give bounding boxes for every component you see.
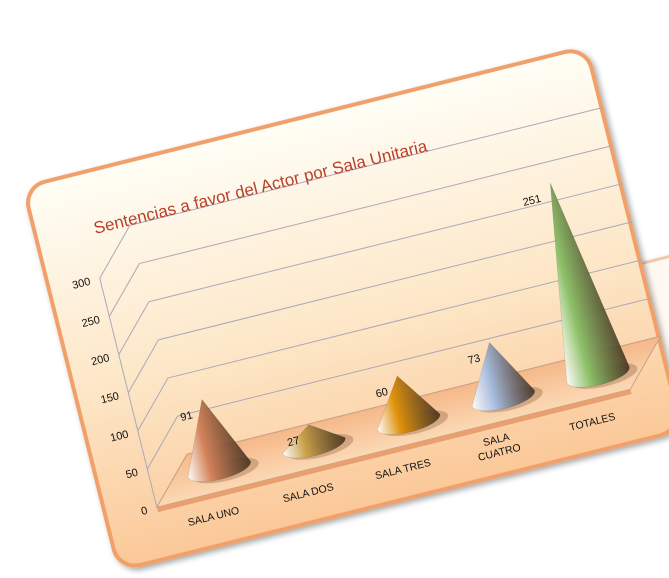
floor-edge (156, 389, 632, 513)
y-axis-ticks: 0 50 100 150 200 250 300 (71, 276, 149, 518)
cone-body (377, 375, 441, 435)
gridline-depth (108, 263, 140, 317)
data-label: 60 (375, 386, 390, 401)
y-tick-label: 200 (90, 352, 111, 368)
data-label: 91 (179, 409, 194, 424)
cone-bar: 27 (282, 424, 354, 460)
data-label: 73 (467, 352, 482, 367)
gridline-depth (127, 339, 159, 394)
cone-body (282, 424, 346, 459)
chart-background (26, 49, 669, 568)
y-tick-label: 50 (125, 467, 140, 482)
gridline-depth (118, 301, 150, 355)
cone-bar: 73 (467, 341, 543, 413)
cone-bar: 60 (375, 375, 449, 437)
cone-body (187, 398, 251, 482)
gridline (129, 106, 604, 226)
y-tick-label: 250 (81, 314, 102, 330)
cone-series: 91 27 60 73 251 (179, 182, 638, 484)
gridline (158, 221, 633, 341)
cone-bar: 251 (522, 182, 638, 389)
y-tick-label: 100 (109, 428, 130, 444)
cone-body (549, 182, 630, 388)
gridline-depth (146, 415, 178, 470)
y-tick-label: 0 (140, 505, 149, 518)
y-tick-label: 300 (71, 276, 92, 292)
gridline (148, 183, 623, 303)
gridline (139, 145, 614, 265)
data-label: 251 (522, 193, 543, 209)
gridline-depth (137, 377, 169, 432)
cone-bar: 91 (179, 398, 259, 484)
gridline-depth (99, 225, 131, 279)
y-axis-line (99, 278, 158, 508)
cone-body (471, 341, 535, 412)
data-label: 27 (286, 435, 301, 450)
y-tick-label: 150 (100, 390, 121, 406)
